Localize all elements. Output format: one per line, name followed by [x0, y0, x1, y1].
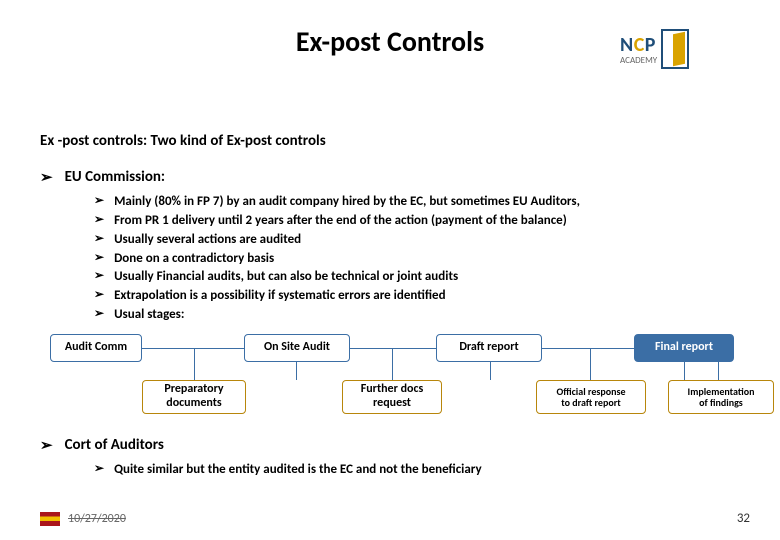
flow-box-onsite: On Site Audit: [244, 334, 350, 362]
arrow-icon: ➢: [94, 212, 104, 229]
flow-diagram: Audit Comm On Site Audit Draft report Final…: [50, 334, 750, 424]
list-item: ➢ Mainly (80% in FP 7) by an audit compan…: [94, 193, 750, 212]
page-number: 32: [737, 511, 750, 526]
item-text: Usually several actions are audited: [114, 231, 301, 250]
arrow-icon: ➢: [94, 461, 104, 478]
item-text: From PR 1 delivery until 2 years after t…: [114, 212, 567, 231]
flow-connector: [392, 348, 393, 380]
heading-eu-commission: ➢ EU Commission:: [40, 168, 750, 187]
flow-connector: [718, 362, 719, 380]
logo-sub: ACADEMY: [620, 55, 657, 66]
arrow-icon: ➢: [94, 268, 104, 285]
flow-connector: [350, 348, 436, 349]
item-text: Usually Financial audits, but can also b…: [114, 268, 458, 287]
ncp-logo: NCP ACADEMY: [620, 18, 750, 80]
list-item: ➢ Usually Financial audits, but can also …: [94, 268, 750, 287]
sub-list-court: ➢ Quite similar but the entity audited is…: [94, 461, 750, 480]
flow-box-final: Final report: [634, 334, 734, 362]
footer-date: 10/27/2020: [68, 512, 126, 526]
list-item: ➢ Done on a contradictory basis: [94, 250, 750, 269]
list-item: ➢ Extrapolation is a possibility if syste…: [94, 287, 750, 306]
section-eu-commission: ➢ EU Commission: ➢ Mainly (80% in FP 7) b…: [40, 168, 750, 325]
list-item: ➢ Usually several actions are audited: [94, 231, 750, 250]
flow-connector: [542, 348, 634, 349]
heading-text: Cort of Auditors: [65, 436, 164, 454]
item-text: Done on a contradictory basis: [114, 250, 274, 269]
item-text: Extrapolation is a possibility if system…: [114, 287, 446, 306]
slide: Ex-post Controls NCP ACADEMY Ex -post co…: [0, 0, 780, 540]
flow-box-impl: Implementation of findings: [668, 380, 774, 414]
section-court-auditors: ➢ Cort of Auditors ➢ Quite similar but th…: [40, 436, 750, 480]
sub-list-eu: ➢ Mainly (80% in FP 7) by an audit compan…: [94, 193, 750, 325]
arrow-icon: ➢: [94, 306, 104, 323]
flow-box-response: Official response to draft report: [536, 380, 646, 414]
flow-box-draft: Draft report: [436, 334, 542, 362]
flow-box-audit-comm: Audit Comm: [50, 334, 142, 362]
spain-flag-icon: [40, 512, 60, 526]
item-text: Mainly (80% in FP 7) by an audit company…: [114, 193, 580, 212]
flow-connector: [684, 362, 685, 380]
flow-box-prep: Preparatory documents: [142, 380, 246, 414]
heading-text: EU Commission:: [65, 168, 166, 186]
list-item: ➢ From PR 1 delivery until 2 years after …: [94, 212, 750, 231]
logo-text-block: NCP ACADEMY: [620, 33, 657, 66]
footer-left: 10/27/2020: [40, 512, 126, 526]
heading-court-auditors: ➢ Cort of Auditors: [40, 436, 750, 455]
logo-text: NCP: [620, 33, 657, 57]
list-item: ➢ Quite similar but the entity audited is…: [94, 461, 750, 480]
subtitle: Ex -post controls: Two kind of Ex-post c…: [40, 132, 326, 150]
flow-box-further: Further docs request: [342, 380, 442, 414]
arrow-icon: ➢: [40, 168, 53, 187]
flow-connector: [194, 348, 195, 380]
arrow-icon: ➢: [94, 250, 104, 267]
item-text: Quite similar but the entity audited is …: [114, 461, 482, 480]
arrow-icon: ➢: [94, 193, 104, 210]
logo-door-icon: [661, 29, 689, 69]
list-item: ➢ Usual stages:: [94, 306, 750, 325]
arrow-icon: ➢: [94, 231, 104, 248]
flow-connector: [142, 348, 244, 349]
arrow-icon: ➢: [40, 436, 53, 455]
arrow-icon: ➢: [94, 287, 104, 304]
flow-connector: [590, 348, 591, 380]
item-text: Usual stages:: [114, 306, 184, 325]
